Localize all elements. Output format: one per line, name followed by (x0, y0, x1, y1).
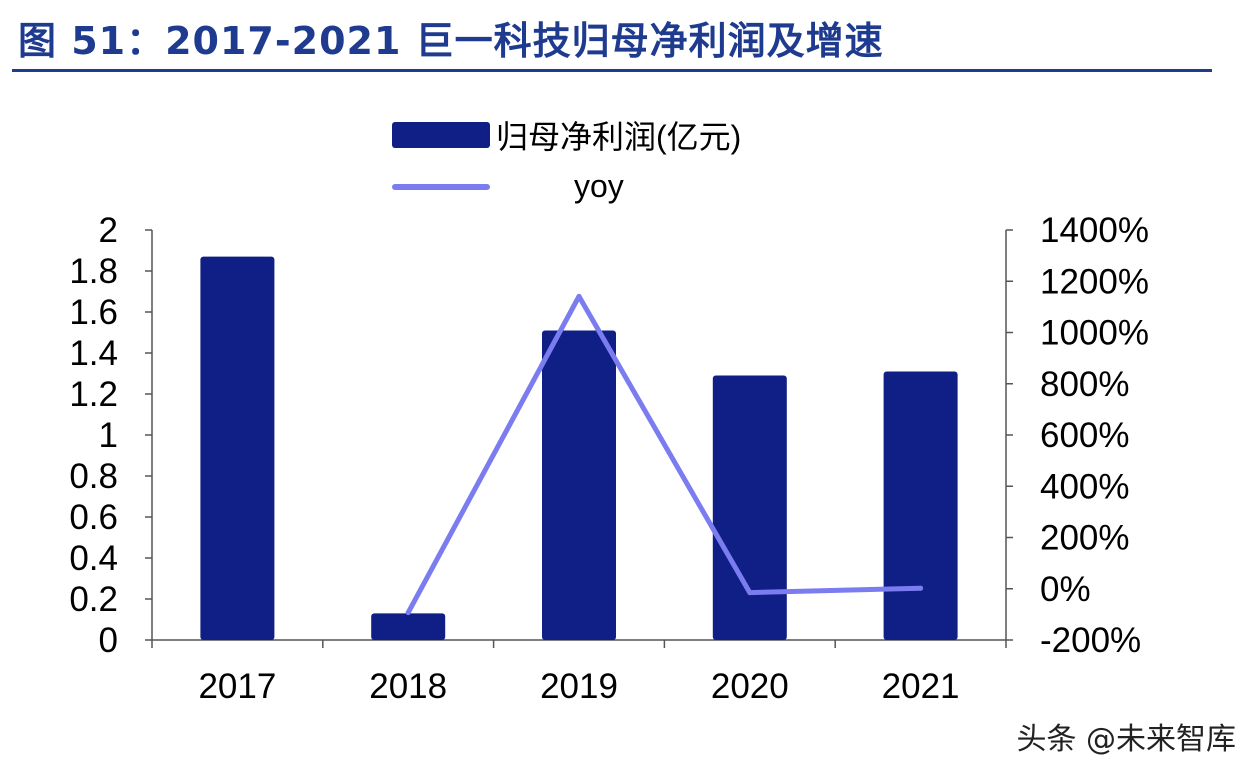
figure-title: 图 51：2017-2021 巨一科技归母净利润及增速 (18, 19, 884, 63)
x-tick-label: 2019 (540, 667, 618, 706)
right-tick-label: 1400% (1040, 211, 1149, 250)
right-tick-label: 0% (1040, 570, 1091, 609)
bar-2020 (712, 375, 787, 640)
right-tick-label: 200% (1040, 519, 1130, 558)
bar-2019 (542, 330, 616, 640)
bar-2017 (200, 256, 275, 640)
legend-line-label: yoy (574, 168, 624, 204)
yoy-point-2019 (576, 293, 582, 299)
left-tick-label: 0.8 (69, 457, 118, 496)
right-tick-label: 400% (1040, 467, 1130, 506)
right-tick-label: -200% (1040, 621, 1141, 660)
x-tick-label: 2017 (198, 667, 276, 706)
yoy-point-2020 (747, 590, 753, 596)
x-tick-label: 2018 (369, 667, 447, 706)
watermark: 头条 @未来智库 (1016, 722, 1236, 757)
left-tick-label: 1.6 (69, 293, 118, 332)
yoy-line (405, 293, 924, 616)
x-tick-label: 2020 (711, 667, 789, 706)
left-tick-label: 2 (99, 211, 118, 250)
bar-2018 (371, 613, 446, 640)
yoy-point-2018 (405, 610, 411, 616)
legend-item-line: yoy (392, 168, 624, 205)
left-tick-label: 1 (99, 416, 118, 455)
left-tick-label: 0.4 (69, 539, 118, 578)
legend-line-swatch (392, 183, 490, 190)
left-tick-label: 0.2 (69, 580, 118, 619)
legend-bar-swatch (392, 122, 490, 148)
left-tick-label: 1.4 (69, 334, 118, 373)
legend-bar-label: 归母净利润(亿元) (496, 119, 742, 155)
legend-item-bar: 归母净利润(亿元) (392, 112, 741, 158)
title-underline (12, 69, 1212, 72)
x-tick-label: 2021 (882, 667, 960, 706)
bar-2021 (883, 371, 958, 640)
right-tick-label: 1200% (1040, 262, 1149, 301)
left-tick-label: 1.2 (69, 375, 118, 414)
left-tick-label: 0 (99, 621, 118, 660)
right-tick-label: 1000% (1040, 314, 1149, 353)
right-tick-label: 800% (1040, 365, 1130, 404)
right-tick-label: 600% (1040, 416, 1130, 455)
left-tick-label: 1.8 (69, 252, 118, 291)
left-tick-label: 0.6 (69, 498, 118, 537)
yoy-point-2021 (918, 585, 924, 591)
